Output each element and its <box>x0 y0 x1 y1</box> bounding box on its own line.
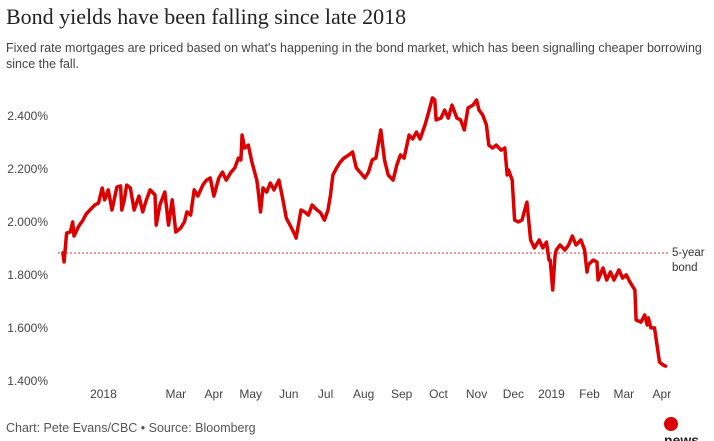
logo: news <box>664 416 714 441</box>
logo-mark <box>664 417 678 431</box>
x-tick-label: Mar <box>614 387 635 401</box>
source: Chart: Pete Evans/CBC • Source: Bloomber… <box>6 421 256 435</box>
x-tick-label: Mar <box>165 387 186 401</box>
chart-subtitle: Fixed rate mortgages are priced based on… <box>6 41 702 71</box>
y-tick-label: 1.400% <box>7 374 48 388</box>
x-tick-label: Oct <box>429 387 448 401</box>
x-tick-label: Dec <box>503 387 524 401</box>
x-tick-label: Apr <box>653 387 672 401</box>
x-tick-label: Aug <box>353 387 374 401</box>
line <box>61 96 668 368</box>
x-tick-label: 2018 <box>90 387 117 401</box>
y-tick-label: 2.000% <box>7 215 48 229</box>
x-tick-label: 2019 <box>538 387 565 401</box>
x-tick-label: Jun <box>279 387 298 401</box>
y-tick-label: 1.800% <box>7 268 48 282</box>
x-tick-label: Nov <box>466 387 487 401</box>
y-tick-label: 2.200% <box>7 162 48 176</box>
x-tick-label: May <box>239 387 262 401</box>
x-tick-label: Sep <box>391 387 413 401</box>
x-tick-label: Jul <box>318 387 333 401</box>
logo-text: news <box>664 432 700 441</box>
y-tick-label: 2.400% <box>7 109 48 123</box>
x-tick-label: Feb <box>579 387 600 401</box>
reference-label: 5-year bond <box>672 246 705 274</box>
x-tick-label: Apr <box>205 387 224 401</box>
chart-title: Bond yields have been falling since late… <box>6 4 407 29</box>
y-tick-label: 1.600% <box>7 321 48 335</box>
